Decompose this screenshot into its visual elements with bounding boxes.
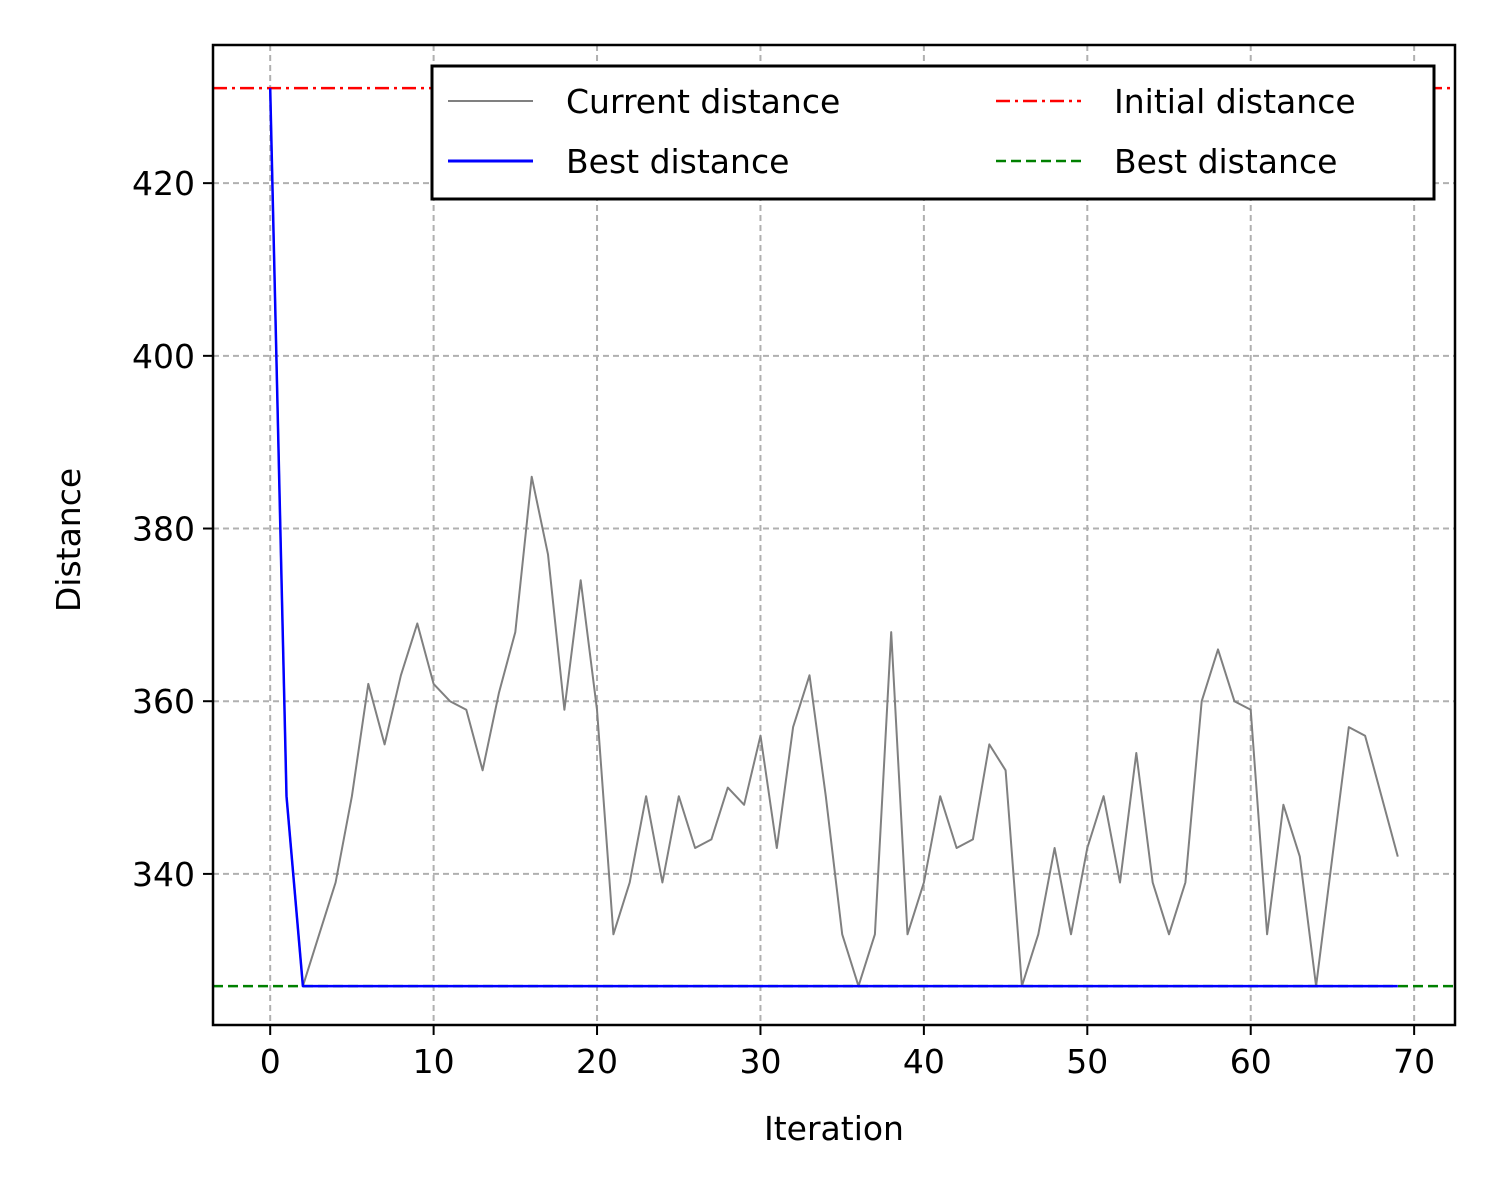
x-tick-label: 70 [1393, 1042, 1435, 1081]
legend-label-current: Current distance [566, 82, 840, 121]
x-tick-label: 0 [260, 1042, 281, 1081]
legend-label-best-hline: Best distance [1114, 142, 1337, 181]
x-tick-label: 20 [576, 1042, 618, 1081]
x-tick-label: 50 [1066, 1042, 1108, 1081]
legend-label-initial-hline: Initial distance [1114, 82, 1356, 121]
y-tick-label: 360 [132, 682, 195, 721]
y-tick-label: 380 [132, 510, 195, 549]
series-line-best-distance [268, 88, 1398, 988]
y-axis-title: Distance [49, 468, 88, 612]
y-tick-label: 340 [132, 855, 195, 894]
series-line-current-distance [269, 88, 1399, 988]
y-tick-label: 420 [132, 164, 195, 203]
x-tick-label: 40 [903, 1042, 945, 1081]
legend: Current distance Best distance Initial d… [430, 64, 1436, 201]
legend-box [430, 64, 1436, 201]
legend-label-best: Best distance [566, 142, 789, 181]
plot-frame [211, 43, 1457, 1027]
x-tick-label: 10 [413, 1042, 455, 1081]
ticks: 0 10 20 30 40 50 60 70 340 360 380 400 420 [132, 164, 1435, 1081]
y-tick-label: 400 [132, 337, 195, 376]
x-axis-title: Iteration [764, 1109, 904, 1148]
x-tick-label: 30 [739, 1042, 781, 1081]
x-tick-label: 60 [1230, 1042, 1272, 1081]
